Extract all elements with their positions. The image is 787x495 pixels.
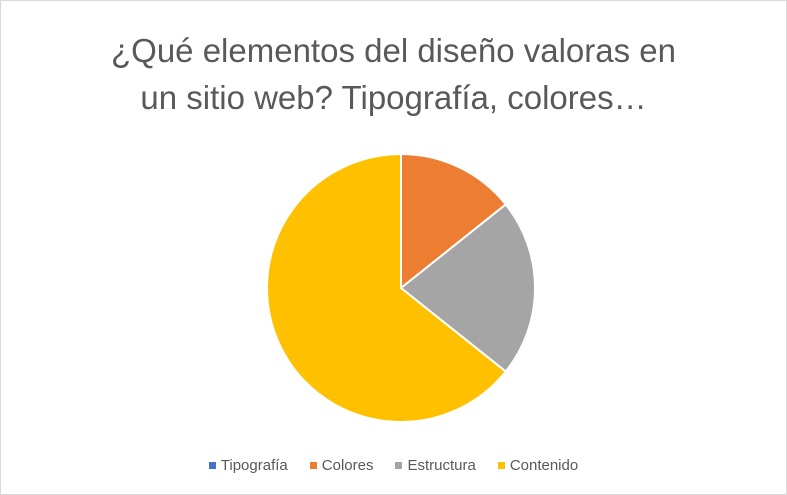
legend-swatch-tipografia <box>209 462 216 469</box>
legend-label-tipografia: Tipografía <box>221 457 288 474</box>
legend-swatch-colores <box>310 462 317 469</box>
legend-label-estructura: Estructura <box>407 457 475 474</box>
legend-item-colores: Colores <box>310 457 374 474</box>
legend-swatch-estructura <box>395 462 402 469</box>
legend-label-contenido: Contenido <box>510 457 578 474</box>
legend-item-contenido: Contenido <box>498 457 578 474</box>
legend-item-tipografia: Tipografía <box>209 457 288 474</box>
legend-item-estructura: Estructura <box>395 457 475 474</box>
chart-legend: Tipografía Colores Estructura Contenido <box>1 457 786 474</box>
legend-swatch-contenido <box>498 462 505 469</box>
legend-label-colores: Colores <box>322 457 374 474</box>
